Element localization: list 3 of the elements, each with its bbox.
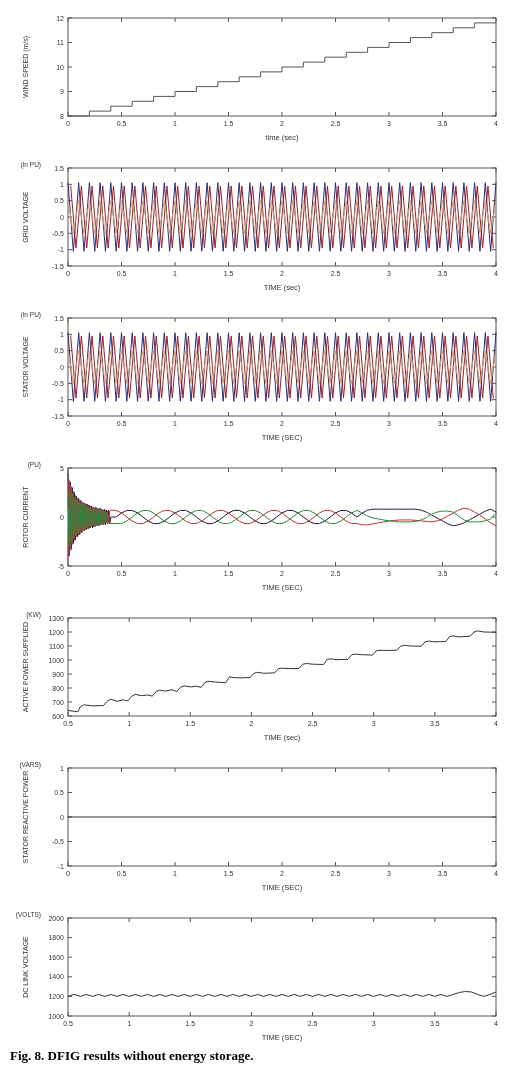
line-series <box>67 489 497 547</box>
caption: Fig. 8. DFIG results without energy storage. <box>10 1048 254 1063</box>
line-series <box>67 630 497 713</box>
